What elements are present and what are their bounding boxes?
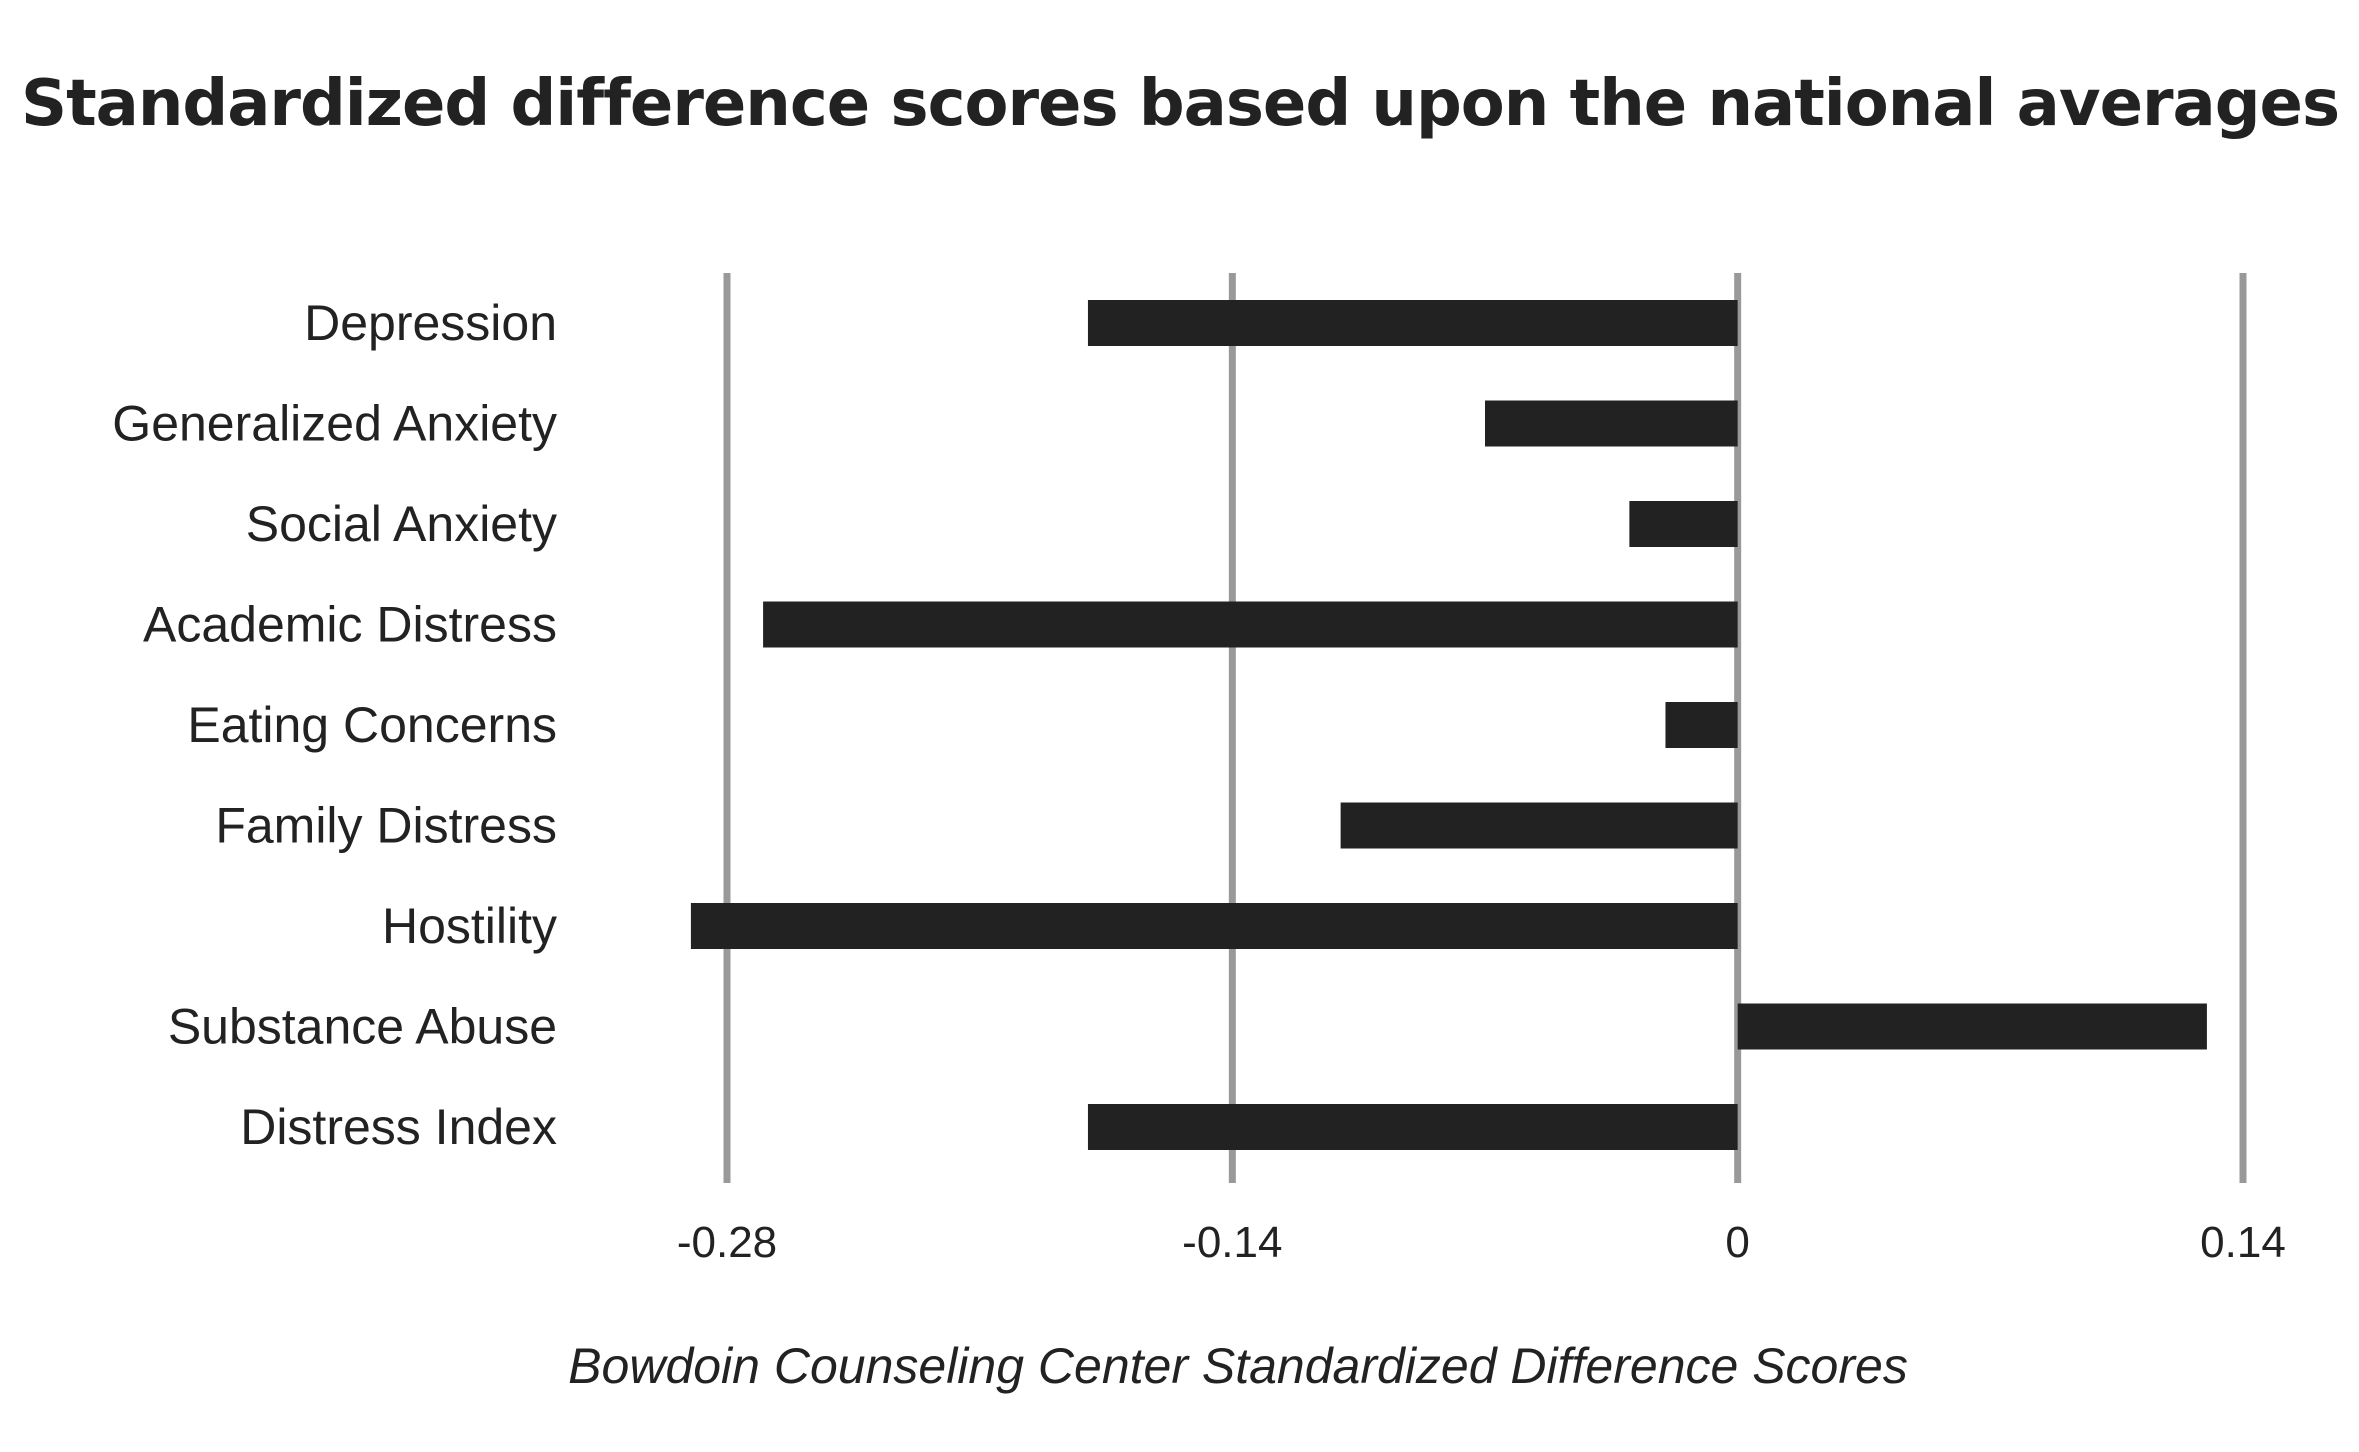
bars (690, 300, 2207, 1150)
category-label: Depression (304, 295, 557, 351)
bar (690, 903, 1738, 949)
x-axis-label: Bowdoin Counseling Center Standardized D… (568, 1338, 1908, 1394)
category-label: Eating Concerns (187, 697, 557, 753)
bar (1737, 1003, 2207, 1050)
category-label: Family Distress (215, 798, 557, 854)
category-label: Hostility (382, 898, 557, 954)
x-tick-label: 0 (1725, 1218, 1749, 1267)
bar (1629, 501, 1738, 547)
chart-title: Standardized difference scores based upo… (21, 67, 2339, 141)
bar (763, 601, 1738, 648)
bar (1087, 300, 1738, 346)
x-tick-label: -0.28 (677, 1218, 777, 1267)
category-label: Generalized Anxiety (112, 396, 557, 452)
bar (1485, 400, 1738, 447)
x-tick-labels: -0.28 -0.14 0 0.14 (677, 1218, 2286, 1267)
category-label: Academic Distress (143, 597, 557, 653)
x-tick-label: -0.14 (1182, 1218, 1282, 1267)
category-label: Distress Index (240, 1099, 557, 1155)
category-label: Social Anxiety (246, 496, 557, 552)
x-tick-label: 0.14 (2200, 1218, 2286, 1267)
bar (1087, 1104, 1738, 1150)
category-labels: Depression Generalized Anxiety Social Anxi… (112, 295, 557, 1155)
bar (1665, 702, 1738, 748)
category-label: Substance Abuse (168, 999, 557, 1055)
bar (1340, 802, 1738, 849)
